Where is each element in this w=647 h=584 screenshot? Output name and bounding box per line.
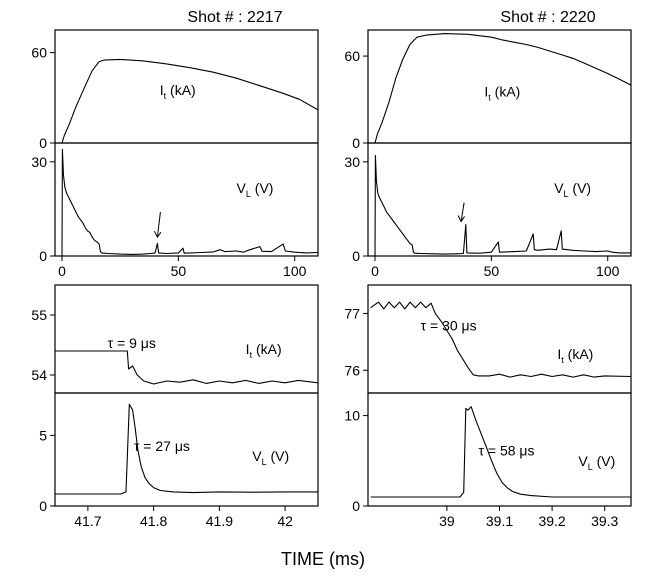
y-tick-label: 5: [39, 427, 47, 443]
shot-label-left: Shot # : 2217: [187, 9, 282, 26]
x-tick-label: 41.7: [74, 513, 101, 529]
series-line-i-t: [61, 58, 319, 144]
y-tick-label: 10: [344, 408, 360, 424]
series-line-v-l: [55, 403, 318, 495]
series-line-i-t: [370, 301, 632, 378]
y-tick-label: 55: [31, 307, 47, 323]
y-tick-label: 0: [39, 498, 47, 514]
tau-annotation: τ = 30 μs: [421, 317, 477, 333]
x-tick-label: 42: [277, 513, 293, 529]
x-tick-label: 41.8: [140, 513, 167, 529]
shot-label-right: Shot # : 2220: [500, 9, 595, 26]
x-tick-label: 39.2: [538, 513, 565, 529]
x-tick-label: 39.1: [486, 513, 513, 529]
y-tick-label: 54: [31, 367, 47, 383]
series-line-v-l: [370, 406, 631, 498]
panel-frame: [54, 392, 319, 507]
y-tick-label: 0: [39, 248, 47, 264]
y-tick-label: 77: [344, 305, 360, 321]
quantity-label: VL (V): [252, 448, 289, 467]
quantity-label: VL (V): [578, 453, 615, 472]
panel-p5: 0 5 41.7 41.8 41.9 42 VL (V) τ = 27 μs: [39, 392, 319, 529]
y-tick-label: 60: [344, 48, 360, 64]
quantity-label: It (kA): [557, 346, 593, 365]
x-tick-label: 0: [58, 263, 66, 279]
panel-p4: 54 55 It (kA) τ = 9 μs: [31, 284, 319, 394]
tau-annotation: τ = 27 μs: [134, 438, 190, 454]
series-line-i-t: [55, 350, 319, 385]
y-tick-label: 0: [352, 135, 360, 151]
panel-frame: [54, 284, 319, 394]
series-line-v-l: [61, 148, 319, 257]
series-line-i-t: [374, 33, 632, 144]
x-tick-label: 100: [596, 263, 620, 279]
panel-p3: 0 30 0 50 100 VL (V): [344, 142, 632, 279]
x-tick-label: 39: [439, 513, 455, 529]
panel-frame: [367, 142, 632, 257]
panel-p2: 0 60 It (kA): [344, 29, 632, 151]
quantity-label: It (kA): [246, 341, 282, 360]
panel-p6: 76 77 It (kA) τ = 30 μs: [344, 284, 632, 394]
x-tick-label: 50: [484, 263, 500, 279]
panel-p7: 0 10 39 39.1 39.2 39.3 VL (V) τ = 58 μs: [344, 392, 632, 529]
quantity-label: It (kA): [160, 82, 196, 101]
y-tick-label: 0: [352, 498, 360, 514]
x-tick-label: 39.3: [591, 513, 618, 529]
tau-annotation: τ = 58 μs: [478, 442, 534, 458]
panel-frame: [54, 142, 319, 257]
y-tick-label: 30: [344, 154, 360, 170]
x-tick-label: 0: [371, 263, 379, 279]
x-tick-label: 50: [171, 263, 187, 279]
y-tick-label: 30: [31, 154, 47, 170]
x-tick-label: 41.9: [206, 513, 233, 529]
panel-p1: 0 30 0 50 100 VL (V): [31, 142, 319, 279]
tau-annotation: τ = 9 μs: [108, 335, 156, 351]
x-axis-title: TIME (ms): [281, 549, 365, 569]
y-tick-label: 0: [352, 248, 360, 264]
panel-p0: 0 60 It (kA): [31, 29, 319, 151]
quantity-label: VL (V): [554, 180, 591, 199]
y-tick-label: 0: [39, 135, 47, 151]
quantity-label: It (kA): [484, 84, 520, 103]
quantity-label: VL (V): [237, 180, 274, 199]
series-line-v-l: [374, 155, 631, 257]
spike-arrow: [153, 211, 162, 239]
y-tick-label: 76: [344, 362, 360, 378]
x-tick-label: 100: [283, 263, 307, 279]
spike-arrow: [457, 202, 466, 223]
y-tick-label: 60: [31, 45, 47, 61]
